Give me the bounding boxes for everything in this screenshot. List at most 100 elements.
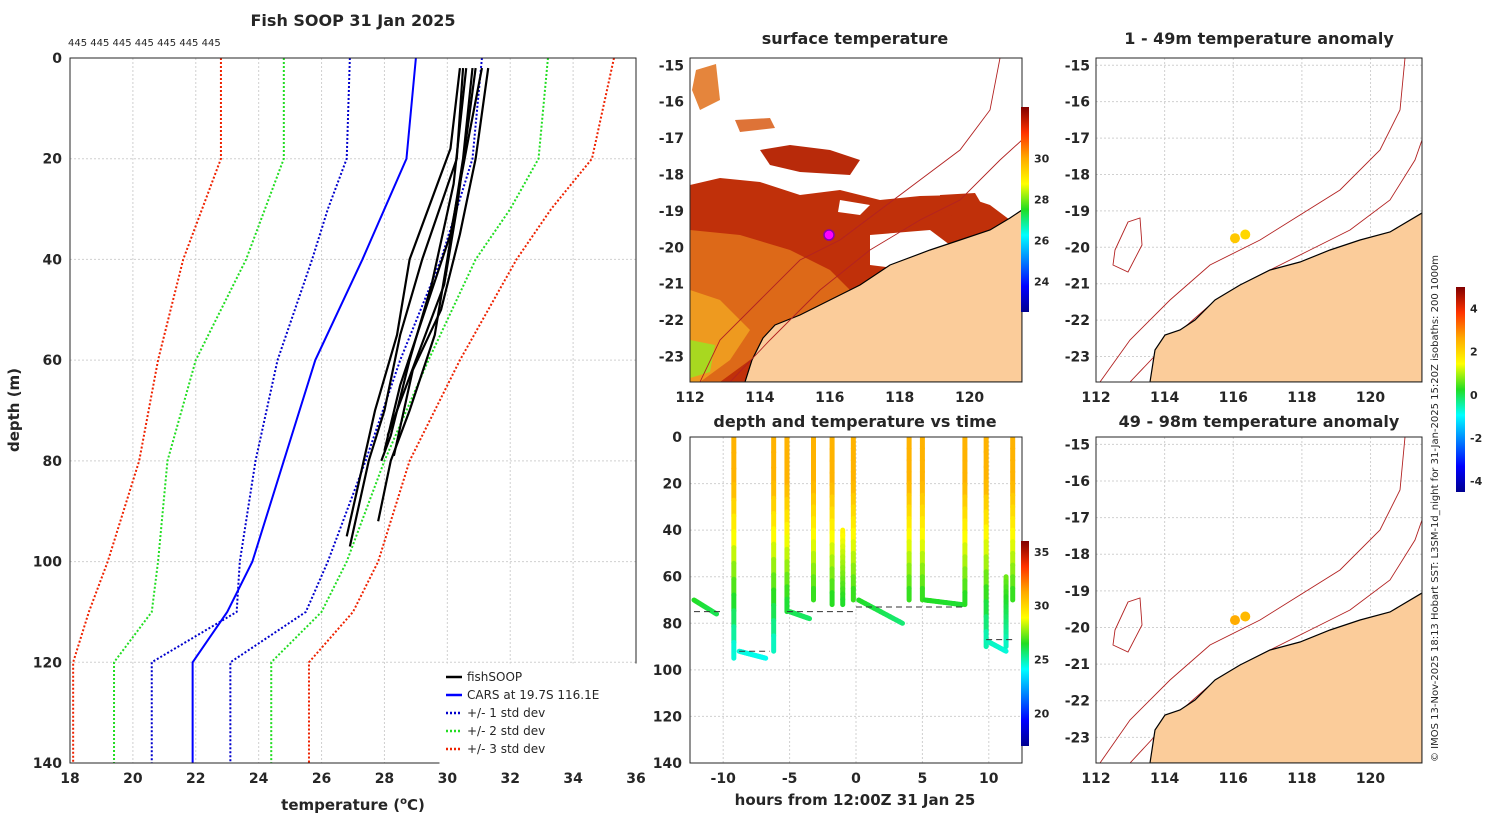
sst-map bbox=[690, 58, 1022, 382]
anomaly-deep-ytick: -22 bbox=[1065, 694, 1090, 710]
anomaly-shallow-xtick: 114 bbox=[1150, 390, 1179, 406]
anomaly-shallow-ytick: -17 bbox=[1065, 131, 1090, 147]
legend-entry: CARS at 19.7S 116.1E bbox=[467, 688, 599, 702]
std2-high-line bbox=[270, 58, 549, 763]
profile-xlabel: temperature (oC) bbox=[281, 796, 425, 814]
profile-ytick: 40 bbox=[43, 252, 63, 268]
depth-time-colorbar-tick: 30 bbox=[1034, 600, 1050, 613]
fishsoop-profile bbox=[392, 67, 490, 457]
profile-xtick: 18 bbox=[60, 771, 79, 787]
anomaly-deep-xtick: 116 bbox=[1219, 771, 1248, 787]
anomaly-deep-ytick: -16 bbox=[1065, 474, 1090, 490]
anomaly-shallow-ytick: -20 bbox=[1065, 240, 1091, 256]
anomaly-shallow-xtick: 116 bbox=[1219, 390, 1248, 406]
sst-colorbar-ticks: 24 26 28 30 bbox=[1034, 152, 1050, 288]
depth-time-colorbar-tick: 35 bbox=[1034, 546, 1049, 559]
profile-ytick: 60 bbox=[43, 353, 63, 369]
side-caption: © IMOS 13-Nov-2025 18:13 Hobart SST: L3S… bbox=[1430, 255, 1441, 762]
depth-time-xlabel: hours from 12:00Z 31 Jan 25 bbox=[735, 791, 976, 809]
profile-ylabel: depth (m) bbox=[5, 368, 23, 452]
depth-time-track-segment bbox=[712, 610, 720, 617]
sst-ytick: -20 bbox=[659, 240, 685, 256]
anomaly-deep-point bbox=[1240, 611, 1251, 622]
profile-xtick: 26 bbox=[312, 771, 331, 787]
anomaly-deep-ytick: -23 bbox=[1065, 730, 1090, 746]
std3-high-line bbox=[307, 58, 615, 763]
anomaly-colorbar-tick: 4 bbox=[1470, 303, 1478, 316]
anomaly-deep-ytick: -18 bbox=[1065, 547, 1090, 563]
depth-time-colorbar-ticks: 20 25 30 35 bbox=[1034, 546, 1050, 721]
sst-title: surface temperature bbox=[762, 29, 949, 48]
depth-time-grid bbox=[690, 436, 1022, 764]
top-counts: 445 445 445 445 445 445 445 bbox=[68, 38, 221, 49]
depth-time-xtick: -5 bbox=[782, 771, 798, 787]
profile-xtick: 22 bbox=[186, 771, 205, 787]
profile-ticks: 18 20 22 24 26 28 30 32 34 36 0 20 40 60 80 100 120 140 bbox=[33, 51, 646, 787]
anomaly-shallow-ytick: -19 bbox=[1065, 204, 1090, 220]
profile-axes-box bbox=[69, 57, 637, 764]
depth-time-track-segment bbox=[1002, 648, 1009, 654]
anomaly-colorbar-tick: 2 bbox=[1470, 346, 1478, 359]
anomaly-deep-ytick: -21 bbox=[1065, 657, 1090, 673]
anomaly-colorbar-tick: -2 bbox=[1470, 432, 1482, 445]
depth-time-tracks bbox=[691, 437, 1016, 661]
anomaly-shallow-point bbox=[1229, 233, 1240, 244]
profile-lines bbox=[72, 58, 615, 763]
anomaly-shallow-ytick: -22 bbox=[1065, 313, 1090, 329]
sst-colorbar-tick: 30 bbox=[1034, 152, 1050, 165]
sst-colorbar-tick: 26 bbox=[1034, 234, 1050, 247]
profile-ytick: 120 bbox=[33, 655, 62, 671]
profile-ytick: 20 bbox=[43, 152, 63, 168]
anomaly-shallow-point bbox=[1240, 229, 1251, 240]
fishsoop-profile bbox=[380, 67, 468, 462]
profile-xtick: 24 bbox=[249, 771, 269, 787]
sst-ytick: -22 bbox=[659, 313, 684, 329]
std1-high-line bbox=[229, 58, 483, 763]
sst-xtick: 116 bbox=[815, 390, 844, 406]
profile-xtick: 30 bbox=[438, 771, 458, 787]
sst-panel: surface temperature 112 114 116 118 120 -15 -1… bbox=[659, 29, 1050, 406]
profile-ytick: 100 bbox=[33, 555, 62, 571]
depth-time-ytick: 60 bbox=[663, 570, 683, 586]
anomaly-deep-xtick: 112 bbox=[1081, 771, 1110, 787]
cars-line bbox=[191, 58, 417, 763]
profile-xtick: 34 bbox=[563, 771, 583, 787]
sst-ytick: -17 bbox=[659, 131, 684, 147]
depth-time-xtick: -10 bbox=[711, 771, 737, 787]
sst-xtick: 112 bbox=[675, 390, 704, 406]
anomaly-shallow-map bbox=[1099, 58, 1422, 382]
anomaly-deep-ytick: -15 bbox=[1065, 437, 1090, 453]
anomaly-deep-xtick: 114 bbox=[1150, 771, 1179, 787]
std3-low-line bbox=[72, 58, 222, 763]
anomaly-colorbar-tick: 0 bbox=[1470, 389, 1478, 402]
depth-time-ytick: 0 bbox=[672, 430, 682, 446]
depth-time-ytick: 100 bbox=[653, 663, 682, 679]
anomaly-colorbar bbox=[1456, 287, 1465, 492]
std1-low-line bbox=[150, 58, 351, 763]
anomaly-shallow-xtick: 112 bbox=[1081, 390, 1110, 406]
profile-ytick: 140 bbox=[33, 756, 62, 772]
sst-colorbar-tick: 28 bbox=[1034, 193, 1049, 206]
anomaly-deep-ytick: -20 bbox=[1065, 620, 1091, 636]
anomaly-deep-ytick: -17 bbox=[1065, 511, 1090, 527]
depth-time-colorbar-tick: 20 bbox=[1034, 708, 1050, 721]
profile-grid bbox=[69, 57, 637, 764]
anomaly-deep-ytick: -19 bbox=[1065, 584, 1090, 600]
anomaly-shallow-ytick: -15 bbox=[1065, 58, 1090, 74]
sst-xtick: 118 bbox=[885, 390, 914, 406]
sst-xtick: 114 bbox=[745, 390, 774, 406]
sst-ytick: -18 bbox=[659, 167, 684, 183]
profile-xtick: 36 bbox=[626, 771, 645, 787]
depth-time-ytick: 120 bbox=[653, 709, 682, 725]
sst-ytick: -21 bbox=[659, 277, 684, 293]
legend-entry: +/- 2 std dev bbox=[467, 724, 545, 738]
sst-colorbar-tick: 24 bbox=[1034, 275, 1050, 288]
fishsoop-profile bbox=[348, 67, 465, 547]
anomaly-shallow-ytick: -18 bbox=[1065, 167, 1090, 183]
profile-ytick: 0 bbox=[52, 51, 62, 67]
anomaly-shallow-xtick: 118 bbox=[1287, 390, 1316, 406]
sst-colorbar bbox=[1021, 107, 1029, 312]
depth-time-colorbar bbox=[1021, 541, 1029, 746]
